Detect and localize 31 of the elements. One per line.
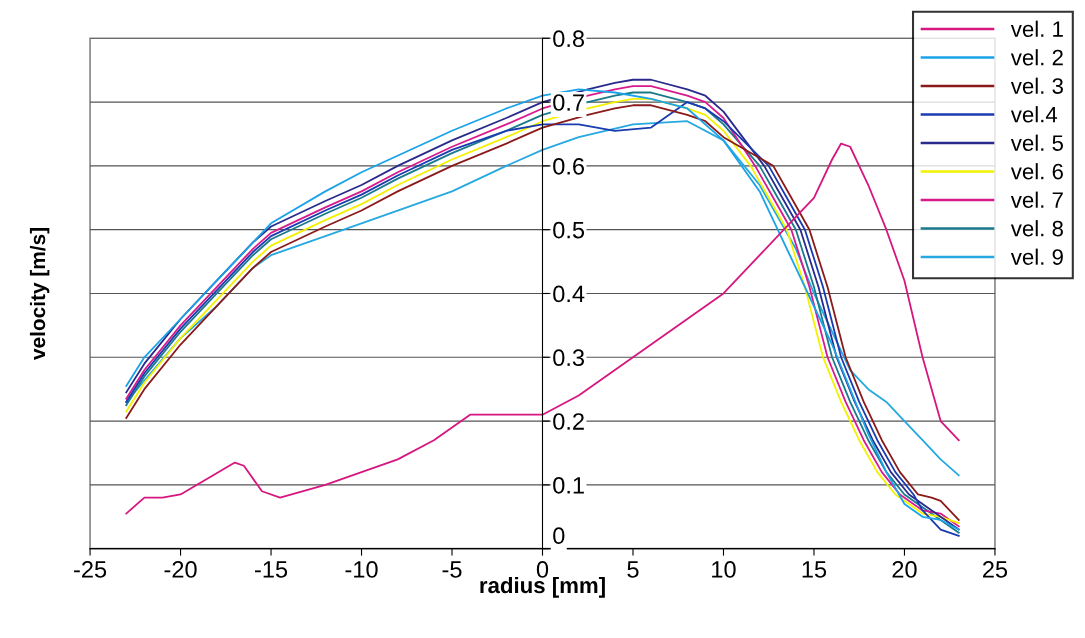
y-tick-label: 0.8 [553,30,585,48]
y-tick-label: 0 [553,527,565,545]
x-axis-title: radius [mm] [480,576,605,598]
x-tick-label: 25 [983,561,1008,578]
y-tick-label: 0.3 [553,349,585,367]
legend-label: vel. 1 [1010,20,1063,37]
x-tick-label: -25 [74,561,107,578]
x-tick-label: -20 [164,561,197,578]
y-tick-label: 0.4 [553,285,585,303]
x-tick-label: 0 [536,561,549,578]
legend-label: vel. 5 [1010,134,1063,151]
x-tick-label: -5 [442,561,462,578]
legend-label: vel.4 [1010,106,1058,123]
x-tick-label: 15 [802,561,827,578]
x-tick-label: -10 [345,561,378,578]
x-tick-label: 10 [712,561,736,578]
y-tick-label: 0.5 [553,221,585,239]
y-tick-label: 0.6 [553,157,585,175]
x-tick-label: 20 [892,561,917,578]
y-tick-label: 0.7 [553,94,584,111]
legend-label: vel. 8 [1010,220,1063,237]
y-tick-label: 0.1 [553,476,584,494]
legend-label: vel. 2 [1010,49,1063,66]
legend-label: vel. 3 [1010,77,1063,94]
y-tick-label: 0.2 [553,413,584,430]
y-axis-title: velocity [m/s] [29,228,50,360]
x-tick-label: 5 [627,561,639,578]
legend-label: vel. 9 [1010,248,1063,265]
legend-label: vel. 6 [1010,163,1063,180]
legend-label: vel. 7 [1010,191,1063,208]
x-tick-label: -15 [255,561,288,578]
